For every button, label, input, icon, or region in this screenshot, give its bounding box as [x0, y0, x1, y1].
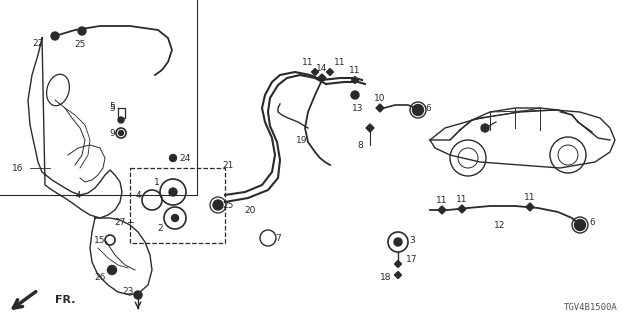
- Polygon shape: [394, 260, 401, 268]
- Text: 11: 11: [436, 196, 448, 204]
- Text: 9: 9: [109, 129, 115, 138]
- Text: 8: 8: [357, 140, 363, 149]
- Text: 1: 1: [154, 178, 160, 187]
- Polygon shape: [318, 74, 326, 82]
- Circle shape: [78, 27, 86, 35]
- Polygon shape: [438, 206, 446, 214]
- Circle shape: [170, 155, 177, 162]
- Polygon shape: [394, 271, 401, 278]
- Text: 14: 14: [316, 63, 328, 73]
- Text: 21: 21: [222, 161, 234, 170]
- Text: 11: 11: [524, 193, 536, 202]
- Text: 23: 23: [122, 287, 134, 297]
- Text: 25: 25: [222, 201, 234, 210]
- Text: 22: 22: [33, 38, 44, 47]
- Text: 26: 26: [94, 274, 106, 283]
- Text: FR.: FR.: [55, 295, 76, 305]
- Text: 7: 7: [275, 234, 281, 243]
- Polygon shape: [326, 68, 333, 76]
- Circle shape: [481, 124, 489, 132]
- Circle shape: [172, 214, 179, 221]
- Circle shape: [118, 117, 124, 123]
- Text: 16: 16: [12, 164, 24, 172]
- Text: 17: 17: [406, 255, 418, 265]
- Polygon shape: [366, 124, 374, 132]
- Circle shape: [213, 200, 223, 210]
- Text: 10: 10: [374, 93, 386, 102]
- Text: 18: 18: [380, 274, 392, 283]
- Text: 4: 4: [135, 190, 141, 199]
- Text: 13: 13: [352, 103, 364, 113]
- Text: 11: 11: [334, 58, 346, 67]
- Text: TGV4B1500A: TGV4B1500A: [564, 303, 618, 312]
- Circle shape: [575, 220, 586, 230]
- Text: 15: 15: [94, 236, 106, 244]
- Text: 19: 19: [296, 135, 308, 145]
- Polygon shape: [376, 104, 384, 112]
- Text: 12: 12: [494, 220, 506, 229]
- Circle shape: [169, 188, 177, 196]
- Circle shape: [118, 131, 124, 135]
- Polygon shape: [351, 76, 358, 84]
- Circle shape: [134, 291, 142, 299]
- Circle shape: [413, 105, 424, 116]
- Polygon shape: [526, 203, 534, 211]
- Polygon shape: [312, 68, 319, 76]
- Circle shape: [51, 32, 59, 40]
- Text: 3: 3: [409, 236, 415, 244]
- Text: 5: 5: [109, 103, 115, 113]
- Text: 6: 6: [589, 218, 595, 227]
- Circle shape: [108, 266, 116, 275]
- Circle shape: [394, 238, 402, 246]
- Bar: [130, 168, 225, 243]
- Polygon shape: [458, 205, 466, 213]
- Text: 20: 20: [244, 205, 256, 214]
- Text: 27: 27: [115, 218, 125, 227]
- Circle shape: [351, 91, 359, 99]
- Text: 6: 6: [425, 103, 431, 113]
- Text: 4: 4: [76, 190, 81, 199]
- Text: 2: 2: [157, 223, 163, 233]
- Text: 11: 11: [302, 58, 314, 67]
- Text: 24: 24: [179, 154, 191, 163]
- Text: 5: 5: [109, 101, 115, 110]
- Text: 11: 11: [456, 195, 468, 204]
- Text: 25: 25: [74, 39, 86, 49]
- Text: 11: 11: [349, 66, 361, 75]
